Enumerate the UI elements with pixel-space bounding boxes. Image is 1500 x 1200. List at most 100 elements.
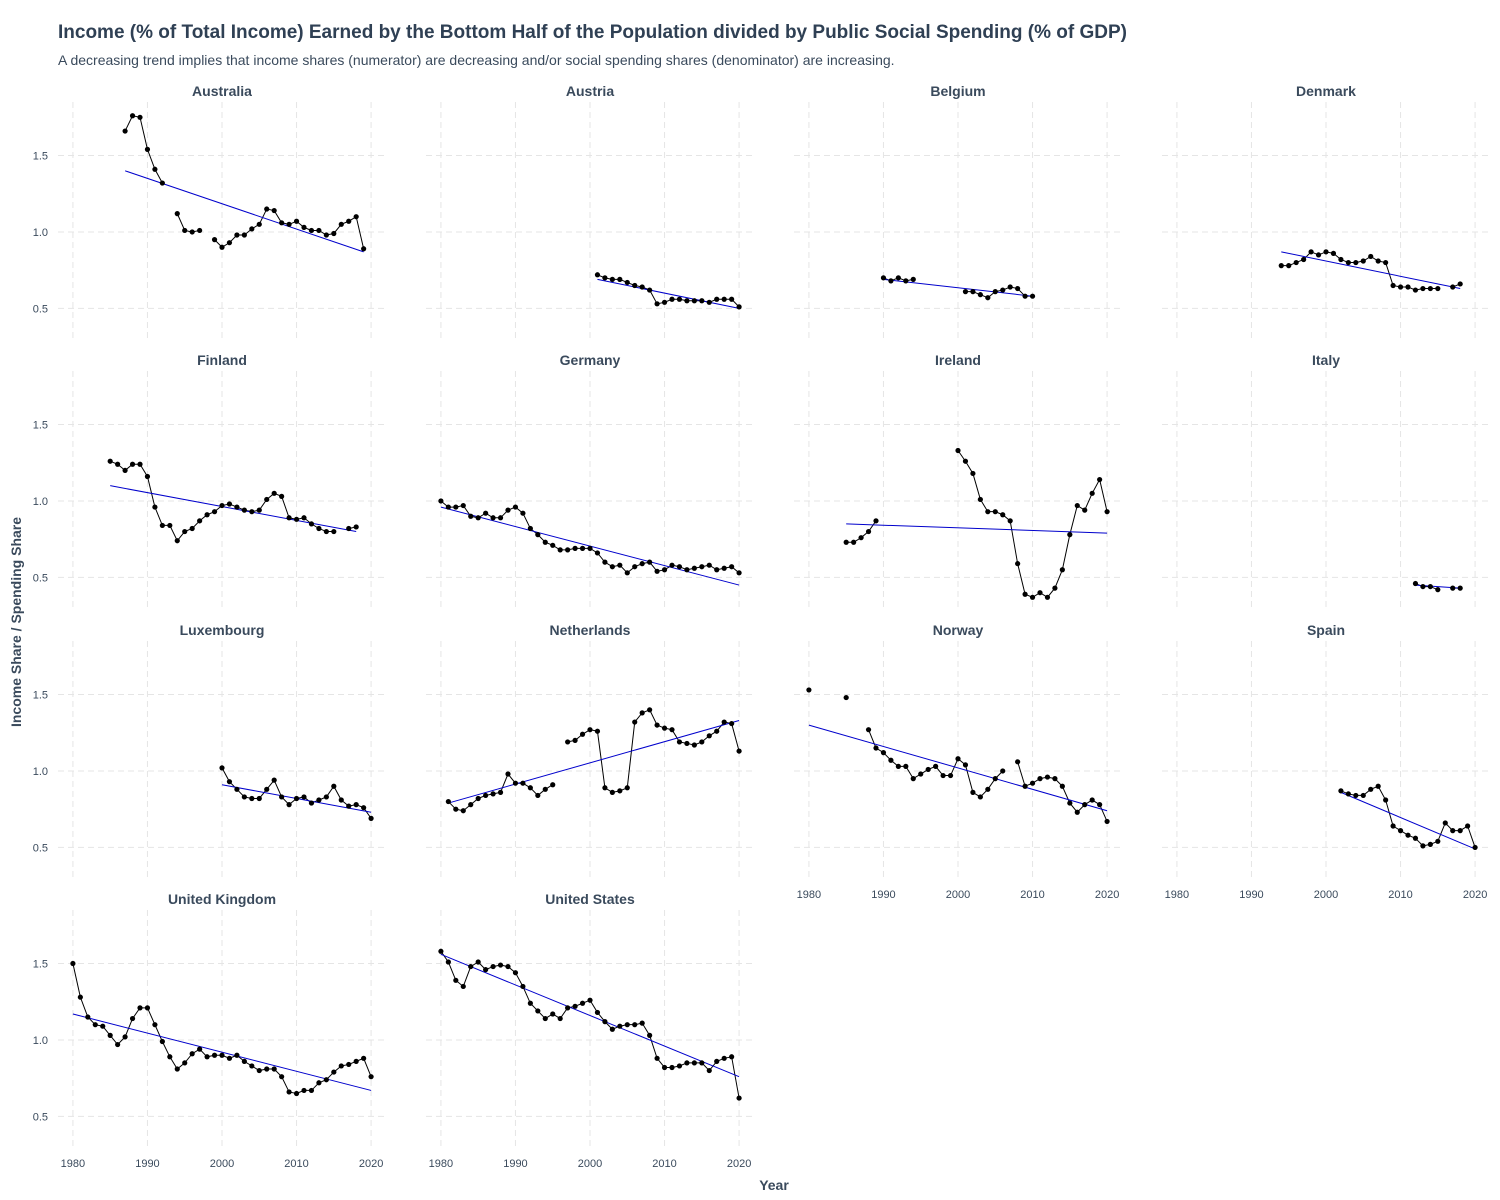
- data-point: [1412, 287, 1419, 293]
- data-point: [587, 997, 593, 1003]
- data-point: [1052, 585, 1058, 591]
- data-point: [468, 513, 474, 519]
- data-point: [565, 547, 571, 553]
- data-point: [527, 785, 533, 791]
- data-point: [293, 1090, 300, 1097]
- y-tick-label: 1.0: [33, 227, 48, 239]
- data-point: [100, 1023, 106, 1029]
- data-point: [445, 504, 451, 510]
- trend-line: [846, 523, 1108, 534]
- data-point: [888, 278, 894, 284]
- data-point: [669, 562, 675, 568]
- series-line: [214, 208, 365, 249]
- y-tick-label: 0.5: [33, 1111, 48, 1123]
- data-point: [647, 559, 653, 565]
- x-tick-label: 1990: [135, 1158, 159, 1170]
- data-point: [699, 298, 705, 304]
- data-point: [955, 447, 961, 454]
- data-point: [609, 564, 615, 570]
- data-point: [1427, 583, 1433, 590]
- data-point: [271, 1066, 277, 1072]
- data-point: [445, 959, 451, 965]
- data-point: [293, 218, 300, 224]
- trend-line: [597, 278, 740, 309]
- data-point: [368, 815, 374, 821]
- facet-title: Germany: [560, 352, 621, 368]
- data-point: [970, 470, 976, 477]
- data-point: [1360, 792, 1366, 799]
- data-point: [122, 467, 128, 473]
- data-point: [729, 720, 735, 727]
- data-point: [279, 220, 285, 226]
- data-point: [167, 522, 173, 529]
- data-point: [985, 786, 991, 792]
- facet-panel: United States 1980 1990 2000 2010 2020: [426, 891, 754, 1170]
- data-point: [729, 296, 735, 302]
- data-point: [256, 795, 262, 802]
- data-point: [918, 771, 924, 777]
- data-point: [129, 113, 136, 119]
- data-point: [241, 794, 247, 800]
- x-tick-label: 1980: [797, 889, 821, 901]
- data-point: [669, 727, 675, 733]
- data-point: [286, 1089, 292, 1095]
- data-point: [843, 539, 849, 545]
- data-point: [468, 802, 474, 808]
- y-tick-label: 1.0: [33, 766, 48, 778]
- trend-line: [1281, 251, 1461, 290]
- data-point: [1059, 567, 1065, 573]
- data-point: [520, 983, 526, 990]
- data-point: [970, 789, 976, 795]
- data-point: [174, 1066, 180, 1072]
- data-point: [338, 1063, 344, 1069]
- data-point: [721, 719, 727, 725]
- data-point: [1000, 768, 1006, 774]
- data-point: [279, 794, 285, 800]
- data-point: [249, 226, 255, 232]
- data-point: [1338, 788, 1344, 794]
- x-tick-label: 2020: [727, 1158, 751, 1170]
- data-point: [565, 739, 571, 745]
- data-point: [1465, 823, 1471, 829]
- data-point: [955, 756, 961, 762]
- data-point: [654, 568, 660, 574]
- data-point: [992, 509, 998, 515]
- data-point: [338, 797, 344, 803]
- data-point: [182, 1060, 188, 1066]
- facet-title: Ireland: [935, 352, 981, 368]
- data-point: [293, 795, 300, 802]
- data-point: [587, 545, 593, 551]
- data-point: [985, 509, 991, 515]
- data-point: [572, 1003, 578, 1009]
- data-point: [286, 221, 292, 227]
- data-point: [1457, 828, 1463, 834]
- data-point: [490, 791, 496, 797]
- facet-title: Norway: [933, 622, 984, 638]
- data-point: [1390, 823, 1396, 829]
- data-point: [271, 490, 277, 496]
- data-point: [234, 1052, 240, 1058]
- data-point: [699, 1060, 705, 1066]
- data-point: [1000, 287, 1006, 293]
- data-point: [676, 739, 683, 745]
- data-point: [512, 504, 519, 510]
- data-point: [323, 794, 329, 800]
- data-point: [572, 545, 578, 551]
- data-point: [512, 970, 519, 976]
- data-point: [1315, 252, 1322, 258]
- data-point: [1044, 594, 1051, 600]
- data-point: [264, 1066, 270, 1072]
- data-point: [182, 227, 188, 234]
- data-point: [301, 1087, 307, 1094]
- data-point: [962, 762, 969, 768]
- data-point: [241, 232, 247, 238]
- data-point: [579, 731, 586, 737]
- data-point: [617, 562, 623, 568]
- data-point: [550, 542, 556, 548]
- data-point: [286, 515, 292, 521]
- data-point: [587, 727, 593, 733]
- data-point: [1007, 284, 1013, 290]
- data-point: [219, 244, 225, 250]
- data-point: [977, 794, 983, 800]
- data-point: [301, 794, 307, 800]
